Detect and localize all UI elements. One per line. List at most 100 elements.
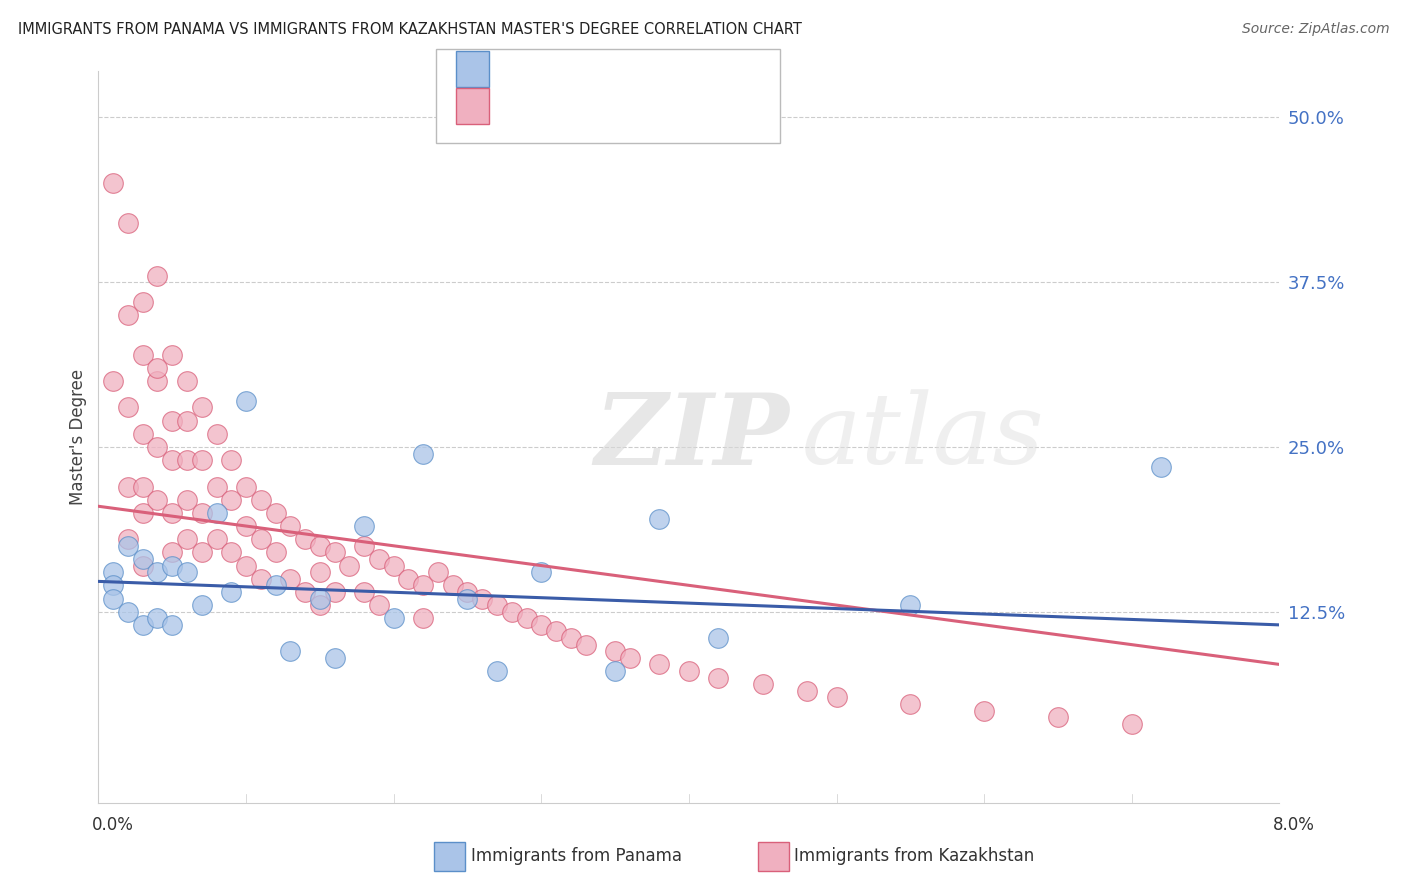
Point [825,690,848,705]
Text: IMMIGRANTS FROM PANAMA VS IMMIGRANTS FROM KAZAKHSTAN MASTER'S DEGREE CORRELATION: IMMIGRANTS FROM PANAMA VS IMMIGRANTS FRO… [18,22,803,37]
Point [575,638,598,652]
Point [162,506,183,520]
Point [176,533,198,547]
Point [162,558,183,573]
Text: atlas: atlas [801,390,1043,484]
Point [264,545,287,559]
Point [398,572,420,586]
Point [205,533,228,547]
Point [146,268,169,283]
Point [146,360,169,375]
Text: 87: 87 [665,93,690,111]
Point [191,506,214,520]
Point [457,591,479,606]
Text: N =: N = [616,93,668,111]
Point [221,585,243,599]
Point [339,558,361,573]
Point [146,440,169,454]
Point [457,585,479,599]
Point [796,683,818,698]
Point [707,671,730,685]
Point [176,374,198,388]
Point [221,453,243,467]
Point [132,479,155,493]
Point [162,348,183,362]
Point [191,401,214,415]
Point [117,605,139,619]
Point [235,479,257,493]
Text: R =: R = [496,55,536,73]
Point [176,492,198,507]
Text: N =: N = [616,55,668,73]
Point [250,533,273,547]
Point [117,539,139,553]
Point [619,650,641,665]
Point [353,519,375,533]
Point [117,401,139,415]
Point [176,453,198,467]
Point [1150,459,1173,474]
Point [427,565,450,579]
Point [412,446,434,460]
Point [973,704,995,718]
Point [132,426,155,441]
Point [752,677,775,691]
Point [205,426,228,441]
Point [103,565,125,579]
Point [103,177,125,191]
Point [323,545,346,559]
Point [323,585,346,599]
Text: Immigrants from Panama: Immigrants from Panama [471,847,682,865]
Text: 8.0%: 8.0% [1272,816,1315,834]
Point [132,506,155,520]
Point [1121,716,1143,731]
Point [412,578,434,592]
Point [250,492,273,507]
Point [221,492,243,507]
Point [280,519,302,533]
Text: 0.0%: 0.0% [91,816,134,834]
Point [1046,710,1070,724]
Point [309,591,332,606]
Point [191,598,214,612]
Point [280,644,302,658]
Text: 31: 31 [665,55,690,73]
Point [162,453,183,467]
Point [323,650,346,665]
Point [176,414,198,428]
Point [648,512,671,526]
Point [382,558,405,573]
Point [176,565,198,579]
Point [530,618,553,632]
Point [191,453,214,467]
Y-axis label: Master's Degree: Master's Degree [69,369,87,505]
Point [117,216,139,230]
Point [162,414,183,428]
Point [382,611,405,625]
Point [250,572,273,586]
Text: Immigrants from Kazakhstan: Immigrants from Kazakhstan [794,847,1035,865]
Point [560,631,582,645]
Point [117,479,139,493]
Point [132,348,155,362]
Point [205,506,228,520]
Text: Source: ZipAtlas.com: Source: ZipAtlas.com [1241,22,1389,37]
Point [162,618,183,632]
Point [516,611,538,625]
Point [235,558,257,573]
Point [132,558,155,573]
Point [678,664,700,678]
Point [900,598,922,612]
Point [486,664,509,678]
Point [280,572,302,586]
Point [235,393,257,408]
Point [412,611,434,625]
Point [486,598,509,612]
Text: R =: R = [496,93,541,111]
Point [546,624,568,639]
Point [132,295,155,310]
Point [309,539,332,553]
Point [235,519,257,533]
Point [471,591,494,606]
Point [294,533,316,547]
